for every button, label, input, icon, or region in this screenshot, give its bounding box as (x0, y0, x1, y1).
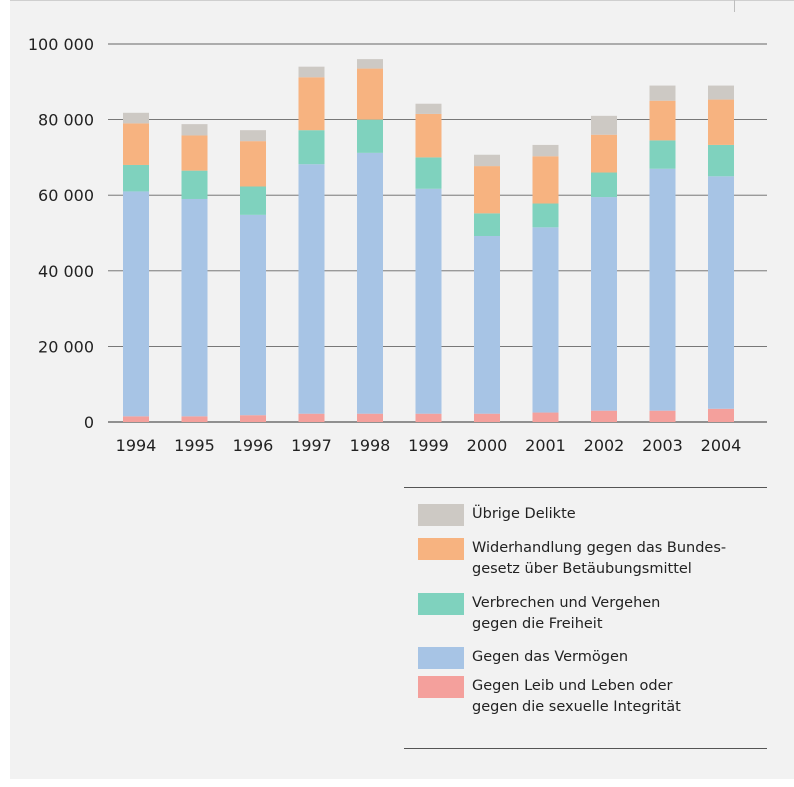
y-tick-label: 0 (84, 413, 94, 432)
legend-item-betaeubungsmittel: Widerhandlung gegen das Bundes- gesetz ü… (418, 538, 762, 580)
bar-segment-1994-s1 (123, 191, 149, 417)
x-tick-label: 1996 (233, 436, 274, 455)
bar-segment-1996-s0 (240, 415, 266, 422)
bar-segment-2001-s1 (532, 227, 559, 413)
bar-segment-1998-s0 (357, 413, 383, 422)
bar-segment-2004-s2 (708, 144, 734, 177)
bar-segment-1996-s2 (240, 186, 266, 215)
bar-segment-1999-s1 (415, 188, 442, 414)
x-tick-label: 2001 (525, 436, 566, 455)
bar-segment-2002-s2 (591, 172, 617, 198)
x-tick-label: 1995 (174, 436, 215, 455)
x-tick-label: 2003 (642, 436, 683, 455)
legend-label-uebrige-delikte: Übrige Delikte (472, 506, 576, 522)
bar-segment-1999-s4 (415, 103, 442, 114)
bar-segment-1997-s3 (298, 77, 325, 131)
bar-segment-1998-s1 (357, 152, 383, 414)
x-tick-label: 1998 (350, 436, 391, 455)
x-tick-label: 1994 (116, 436, 157, 455)
x-tick-label: 2000 (467, 436, 508, 455)
legend-swatch-vermoegen (418, 647, 464, 669)
bar-segment-1995-s1 (181, 198, 208, 417)
bar-segment-2003-s0 (649, 410, 676, 422)
bar-segment-1995-s3 (181, 135, 208, 171)
bar-segment-2000-s1 (474, 236, 500, 414)
bar-segment-2004-s0 (708, 408, 734, 422)
x-tick-label: 1999 (408, 436, 449, 455)
bar-segment-2001-s2 (532, 203, 559, 228)
bar-segment-1998-s4 (357, 59, 383, 69)
bar-segment-2004-s4 (708, 85, 734, 100)
bar-segment-1995-s2 (181, 170, 208, 199)
bar-segment-2003-s2 (649, 140, 676, 169)
legend-item-uebrige-delikte: Übrige Delikte (418, 504, 762, 526)
legend-swatch-leib-und-leben (418, 676, 464, 698)
bar-segment-1997-s0 (298, 413, 325, 422)
bar-segment-1999-s3 (415, 113, 442, 158)
bar-segment-1998-s2 (357, 119, 383, 153)
bar-segment-2004-s3 (708, 99, 734, 145)
chart-legend: Übrige Delikte Widerhandlung gegen das B… (404, 487, 767, 749)
bar-segment-1999-s0 (415, 413, 442, 422)
bar-segment-1994-s2 (123, 164, 149, 192)
legend-label-leib-und-leben: Gegen Leib und Leben oder gegen die sexu… (472, 678, 681, 715)
bar-segment-1994-s3 (123, 123, 149, 165)
bar-segment-1996-s1 (240, 214, 266, 416)
bar-segment-1995-s4 (181, 124, 208, 136)
legend-label-betaeubungsmittel: Widerhandlung gegen das Bundes- gesetz ü… (472, 540, 727, 577)
legend-swatch-freiheit (418, 593, 464, 615)
bar-segment-2003-s4 (649, 85, 676, 101)
bar-segment-2003-s3 (649, 100, 676, 141)
legend-label-vermoegen: Gegen das Vermögen (472, 649, 629, 665)
bar-segment-1996-s4 (240, 130, 266, 142)
bar-segment-2002-s0 (591, 410, 617, 422)
legend-item-vermoegen: Gegen das Vermögen (418, 647, 762, 669)
legend-swatch-betaeubungsmittel (418, 538, 464, 560)
x-tick-label: 2004 (701, 436, 742, 455)
y-tick-label: 60 000 (38, 186, 94, 205)
bar-segment-2000-s2 (474, 213, 500, 237)
bar-segment-2002-s1 (591, 197, 617, 411)
bar-segment-1994-s4 (123, 112, 149, 124)
bar-segment-1999-s2 (415, 157, 442, 189)
legend-swatch-uebrige-delikte (418, 504, 464, 526)
bar-segment-2004-s1 (708, 176, 734, 409)
top-border (10, 0, 794, 1)
bar-segment-1997-s1 (298, 164, 325, 414)
y-tick-label: 80 000 (38, 111, 94, 130)
bar-segment-1997-s2 (298, 130, 325, 165)
bar-segment-1994-s0 (123, 416, 149, 422)
corner-tick (734, 0, 735, 12)
bar-segment-1995-s0 (181, 416, 208, 422)
bar-segment-2001-s3 (532, 156, 559, 204)
x-tick-label: 2002 (584, 436, 625, 455)
bar-segment-2000-s4 (474, 154, 500, 167)
y-tick-label: 20 000 (38, 337, 94, 356)
legend-item-freiheit: Verbrechen und Vergehen gegen die Freihe… (418, 593, 762, 635)
bar-segment-1998-s3 (357, 68, 383, 120)
legend-item-leib-und-leben: Gegen Leib und Leben oder gegen die sexu… (418, 676, 762, 718)
bar-segment-2002-s4 (591, 115, 617, 135)
legend-label-freiheit: Verbrechen und Vergehen gegen die Freihe… (472, 595, 661, 632)
bar-segment-1996-s3 (240, 141, 266, 187)
bar-segment-2000-s0 (474, 413, 500, 422)
bar-segment-1997-s4 (298, 66, 325, 78)
y-tick-label: 100 000 (28, 35, 94, 54)
y-tick-label: 40 000 (38, 262, 94, 281)
bar-segment-2003-s1 (649, 168, 676, 411)
bar-segment-2001-s0 (532, 412, 559, 422)
x-tick-label: 1997 (291, 436, 332, 455)
bar-segment-2002-s3 (591, 134, 617, 173)
bar-segment-2000-s3 (474, 166, 500, 214)
bar-segment-2001-s4 (532, 144, 559, 157)
